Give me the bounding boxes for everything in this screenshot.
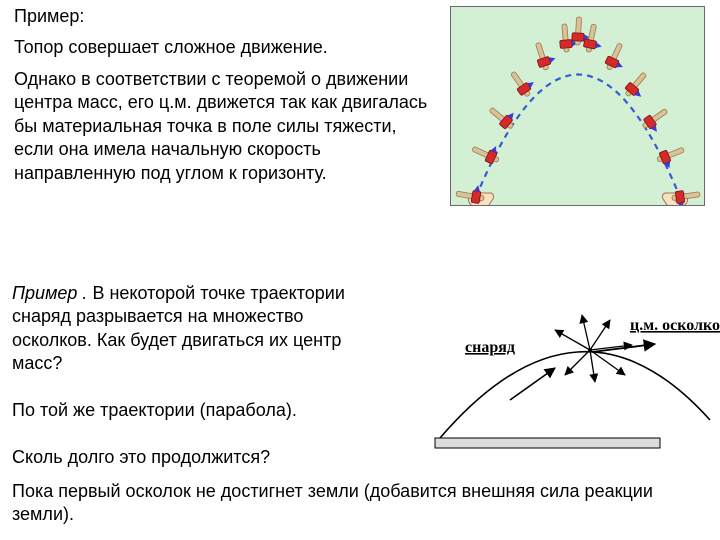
paragraph-shards-answer2: Пока первый осколок не достигнет земли (… (12, 480, 712, 527)
figure-axe-toss (450, 6, 705, 206)
paragraph-shards-question: Пример . В некоторой точке траектории сн… (12, 282, 362, 376)
paragraph-axe-statement: Топор совершает сложное движение. (14, 36, 434, 59)
example-lead-italic: Пример . (12, 283, 87, 303)
paragraph-example-label: Пример: (14, 5, 434, 28)
projectile-shards-svg: снаряд ц.м. осколков (380, 290, 720, 460)
paragraph-axe-explanation: Однако в соответствии с теоремой о движе… (14, 68, 440, 185)
figure-projectile-shards: снарядц.м. осколков (380, 290, 710, 460)
paragraph-shards-answer1: По той же траектории (парабола). (12, 399, 372, 422)
axe-toss-svg (451, 7, 704, 205)
svg-text:снаряд: снаряд (465, 339, 515, 356)
svg-text:ц.м. осколков: ц.м. осколков (630, 317, 720, 334)
